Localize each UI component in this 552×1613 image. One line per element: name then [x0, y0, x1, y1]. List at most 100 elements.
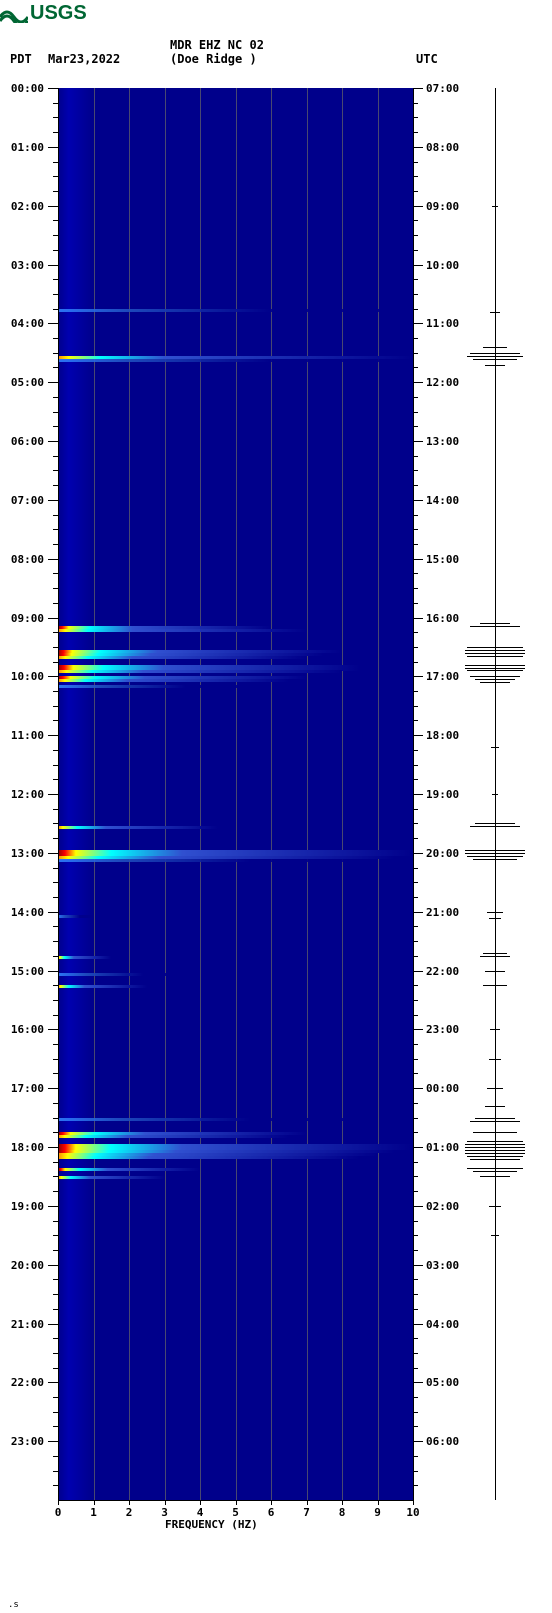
- gridline: [342, 88, 343, 1500]
- ytick-right-minor: [413, 956, 418, 957]
- ytick-right-minor: [413, 573, 418, 574]
- ylabel-left: 20:00: [2, 1259, 44, 1272]
- ytick-left-minor: [53, 529, 58, 530]
- seismo-spike: [473, 359, 517, 360]
- xlabel: 2: [119, 1506, 139, 1519]
- ytick-right-minor: [413, 117, 418, 118]
- ytick-left-minor: [53, 1485, 58, 1486]
- ytick-right-minor: [413, 250, 418, 251]
- ytick-right-minor: [413, 1015, 418, 1016]
- ylabel-left: 21:00: [2, 1318, 44, 1331]
- ylabel-left: 00:00: [2, 82, 44, 95]
- ytick-right-minor: [413, 544, 418, 545]
- ytick-left-minor: [53, 809, 58, 810]
- seismo-spike: [490, 1029, 500, 1030]
- xtick: [413, 1500, 414, 1505]
- ytick-left-minor: [53, 1000, 58, 1001]
- ytick-left-minor: [53, 706, 58, 707]
- ytick-right-minor: [413, 1132, 418, 1133]
- ytick-right-minor: [413, 1103, 418, 1104]
- xtick: [58, 1500, 59, 1505]
- ylabel-left: 16:00: [2, 1023, 44, 1036]
- ytick-left-minor: [53, 779, 58, 780]
- ylabel-right: 18:00: [426, 729, 459, 742]
- ytick-right-minor: [413, 485, 418, 486]
- seismo-spike: [470, 353, 520, 354]
- gridline: [94, 88, 95, 1500]
- ylabel-right: 19:00: [426, 788, 459, 801]
- ylabel-right: 05:00: [426, 1376, 459, 1389]
- ytick-right-minor: [413, 662, 418, 663]
- ylabel-left: 04:00: [2, 317, 44, 330]
- seismo-spike: [485, 1106, 505, 1107]
- right-timezone-label: UTC: [416, 52, 438, 66]
- ytick-left-minor: [53, 250, 58, 251]
- ytick-left: [48, 1147, 58, 1148]
- ytick-left-minor: [53, 882, 58, 883]
- event-band: [58, 629, 307, 632]
- ytick-left: [48, 853, 58, 854]
- seismo-spike: [470, 676, 520, 677]
- ytick-left-minor: [53, 176, 58, 177]
- station-code: MDR EHZ NC 02: [170, 38, 264, 52]
- ytick-left-minor: [53, 1162, 58, 1163]
- ytick-right: [413, 794, 423, 795]
- event-band: [58, 985, 147, 988]
- gridline: [165, 88, 166, 1500]
- xtick: [378, 1500, 379, 1505]
- ytick-left: [48, 382, 58, 383]
- seismo-spike: [489, 1059, 501, 1060]
- logo-text: USGS: [30, 2, 87, 25]
- ytick-right-minor: [413, 1279, 418, 1280]
- ylabel-right: 08:00: [426, 141, 459, 154]
- ytick-right-minor: [413, 103, 418, 104]
- xtick: [307, 1500, 308, 1505]
- ylabel-right: 17:00: [426, 670, 459, 683]
- seismo-spike: [492, 794, 498, 795]
- ytick-right: [413, 1441, 423, 1442]
- ytick-left: [48, 559, 58, 560]
- ylabel-left: 13:00: [2, 847, 44, 860]
- ylabel-left: 23:00: [2, 1435, 44, 1448]
- ytick-left-minor: [53, 1294, 58, 1295]
- ytick-left-minor: [53, 662, 58, 663]
- ytick-left-minor: [53, 1471, 58, 1472]
- ylabel-left: 06:00: [2, 435, 44, 448]
- ytick-left-minor: [53, 1015, 58, 1016]
- seismo-spike: [487, 912, 503, 913]
- ytick-left-minor: [53, 1044, 58, 1045]
- ylabel-right: 09:00: [426, 200, 459, 213]
- seismo-spike: [487, 1088, 503, 1089]
- seismo-spike: [480, 1176, 510, 1177]
- ytick-left-minor: [53, 1368, 58, 1369]
- seismo-spike: [465, 665, 525, 666]
- ytick-left-minor: [53, 294, 58, 295]
- ylabel-left: 01:00: [2, 141, 44, 154]
- seismo-spike: [491, 747, 499, 748]
- ytick-left-minor: [53, 235, 58, 236]
- ytick-left-minor: [53, 397, 58, 398]
- ytick-right-minor: [413, 720, 418, 721]
- xtick: [165, 1500, 166, 1505]
- ytick-left-minor: [53, 1250, 58, 1251]
- xtick: [236, 1500, 237, 1505]
- seismograph-panel: [465, 88, 525, 1500]
- ylabel-right: 13:00: [426, 435, 459, 448]
- ytick-left-minor: [53, 1456, 58, 1457]
- ytick-left-minor: [53, 691, 58, 692]
- ylabel-left: 07:00: [2, 494, 44, 507]
- ytick-right-minor: [413, 1353, 418, 1354]
- ytick-right-minor: [413, 809, 418, 810]
- ytick-right-minor: [413, 897, 418, 898]
- ytick-left-minor: [53, 353, 58, 354]
- seismo-spike: [480, 956, 510, 957]
- ytick-right-minor: [413, 456, 418, 457]
- ytick-left-minor: [53, 985, 58, 986]
- ytick-right-minor: [413, 294, 418, 295]
- ylabel-right: 10:00: [426, 259, 459, 272]
- seismo-spike: [490, 312, 500, 313]
- ytick-right-minor: [413, 1191, 418, 1192]
- xlabel: 7: [297, 1506, 317, 1519]
- ytick-right: [413, 735, 423, 736]
- ytick-right-minor: [413, 1397, 418, 1398]
